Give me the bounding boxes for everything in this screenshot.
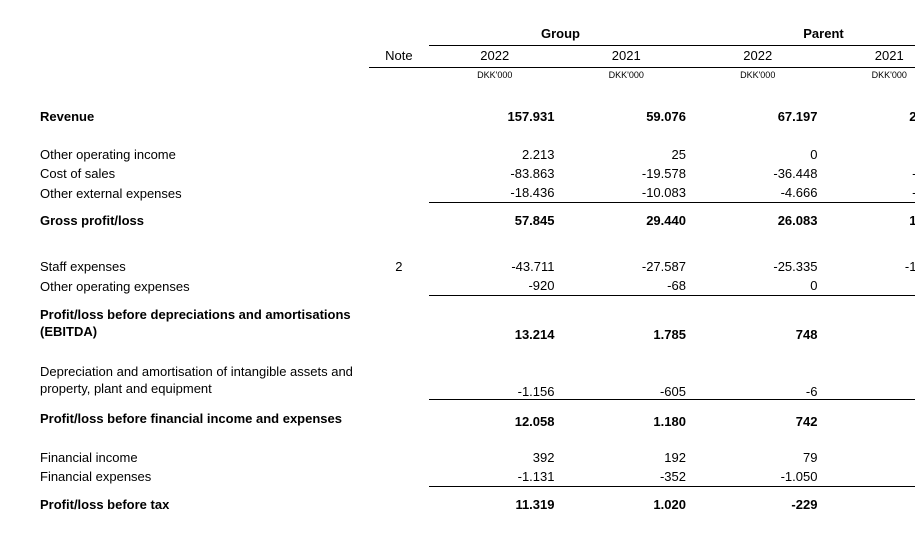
val-pbt-g21: 1.020 (560, 495, 691, 514)
label-fin-exp: Financial expenses (40, 467, 369, 487)
header-note: Note (369, 46, 429, 68)
val-ebitda-p21: 409 (823, 304, 915, 342)
val-da-g22: -1.156 (429, 361, 560, 399)
row-fin-income: Financial income 392 192 79 82 (40, 448, 915, 467)
val-oee-p22: -4.666 (692, 183, 823, 203)
label-pbt: Profit/loss before tax (40, 495, 369, 514)
val-fe-g21: -352 (560, 467, 691, 487)
val-pbt-g22: 11.319 (429, 495, 560, 514)
header-group-2021: 2021 (560, 46, 691, 68)
label-gross: Gross profit/loss (40, 211, 369, 230)
label-other-ext-exp: Other external expenses (40, 183, 369, 203)
val-da-p21: -36 (823, 361, 915, 399)
val-gross-p22: 26.083 (692, 211, 823, 230)
val-fe-p22: -1.050 (692, 467, 823, 487)
val-ebitda-g22: 13.214 (429, 304, 560, 342)
row-cost-of-sales: Cost of sales -83.863 -19.578 -36.448 -1… (40, 164, 915, 183)
label-other-op-exp: Other operating expenses (40, 276, 369, 296)
val-ebitda-p22: 748 (692, 304, 823, 342)
val-fe-p21: -270 (823, 467, 915, 487)
row-revenue: Revenue 157.931 59.076 67.197 22.408 (40, 107, 915, 126)
header-parent-2021: 2021 (823, 46, 915, 68)
label-dep-amort: Depreciation and amortisation of intangi… (40, 361, 369, 399)
unit-parent-2022: DKK'000 (692, 68, 823, 89)
val-ebit-p21: 373 (823, 408, 915, 429)
val-ooi-g21: 25 (560, 145, 691, 164)
label-fin-income: Financial income (40, 448, 369, 467)
val-oee-g22: -18.436 (429, 183, 560, 203)
val-staff-p22: -25.335 (692, 257, 823, 276)
val-revenue-g22: 157.931 (429, 107, 560, 126)
val-cos-p21: -1.355 (823, 164, 915, 183)
val-pbt-p22: -229 (692, 495, 823, 514)
val-ebit-g21: 1.180 (560, 408, 691, 429)
unit-group-2022: DKK'000 (429, 68, 560, 89)
row-fin-exp: Financial expenses -1.131 -352 -1.050 -2… (40, 467, 915, 487)
val-fe-g22: -1.131 (429, 467, 560, 487)
row-ebitda: Profit/loss before depreciations and amo… (40, 304, 915, 342)
val-ooe-g21: -68 (560, 276, 691, 296)
val-ooi-p22: 0 (692, 145, 823, 164)
row-other-ext-exp: Other external expenses -18.436 -10.083 … (40, 183, 915, 203)
unit-group-2021: DKK'000 (560, 68, 691, 89)
row-other-op-income: Other operating income 2.213 25 0 0 (40, 145, 915, 164)
val-cos-g22: -83.863 (429, 164, 560, 183)
row-ebit: Profit/loss before financial income and … (40, 408, 915, 429)
row-staff-exp: Staff expenses 2 -43.711 -27.587 -25.335… (40, 257, 915, 276)
val-revenue-p22: 67.197 (692, 107, 823, 126)
header-group: Group (429, 24, 692, 46)
val-staff-g22: -43.711 (429, 257, 560, 276)
label-staff-exp: Staff expenses (40, 257, 369, 276)
val-gross-g21: 29.440 (560, 211, 691, 230)
val-pbt-p21: 185 (823, 495, 915, 514)
val-da-g21: -605 (560, 361, 691, 399)
income-statement-table: Group Parent Note 2022 2021 2022 2021 DK… (40, 24, 915, 514)
header-group-2022: 2022 (429, 46, 560, 68)
row-pbt: Profit/loss before tax 11.319 1.020 -229… (40, 495, 915, 514)
val-ooi-g22: 2.213 (429, 145, 560, 164)
val-staff-p21: -18.589 (823, 257, 915, 276)
row-dep-amort: Depreciation and amortisation of intangi… (40, 361, 915, 399)
val-ebit-p22: 742 (692, 408, 823, 429)
val-cos-p22: -36.448 (692, 164, 823, 183)
val-cos-g21: -19.578 (560, 164, 691, 183)
val-ooe-p22: 0 (692, 276, 823, 296)
val-ebitda-g21: 1.785 (560, 304, 691, 342)
val-ebit-g22: 12.058 (429, 408, 560, 429)
val-oee-p21: -2.055 (823, 183, 915, 203)
val-fi-g21: 192 (560, 448, 691, 467)
unit-parent-2021: DKK'000 (823, 68, 915, 89)
label-ebit: Profit/loss before financial income and … (40, 408, 369, 429)
val-fi-p21: 82 (823, 448, 915, 467)
label-ebitda: Profit/loss before depreciations and amo… (40, 304, 369, 342)
val-revenue-g21: 59.076 (560, 107, 691, 126)
val-oee-g21: -10.083 (560, 183, 691, 203)
val-revenue-p21: 22.408 (823, 107, 915, 126)
val-gross-g22: 57.845 (429, 211, 560, 230)
label-revenue: Revenue (40, 107, 369, 126)
row-other-op-exp: Other operating expenses -920 -68 0 0 (40, 276, 915, 296)
val-ooe-p21: 0 (823, 276, 915, 296)
val-ooe-g22: -920 (429, 276, 560, 296)
val-gross-p21: 18.998 (823, 211, 915, 230)
label-cost-of-sales: Cost of sales (40, 164, 369, 183)
header-parent-2022: 2022 (692, 46, 823, 68)
note-staff-exp: 2 (369, 257, 429, 276)
row-gross: Gross profit/loss 57.845 29.440 26.083 1… (40, 211, 915, 230)
val-fi-g22: 392 (429, 448, 560, 467)
val-fi-p22: 79 (692, 448, 823, 467)
label-other-op-income: Other operating income (40, 145, 369, 164)
val-ooi-p21: 0 (823, 145, 915, 164)
header-parent: Parent (692, 24, 915, 46)
val-da-p22: -6 (692, 361, 823, 399)
val-staff-g21: -27.587 (560, 257, 691, 276)
